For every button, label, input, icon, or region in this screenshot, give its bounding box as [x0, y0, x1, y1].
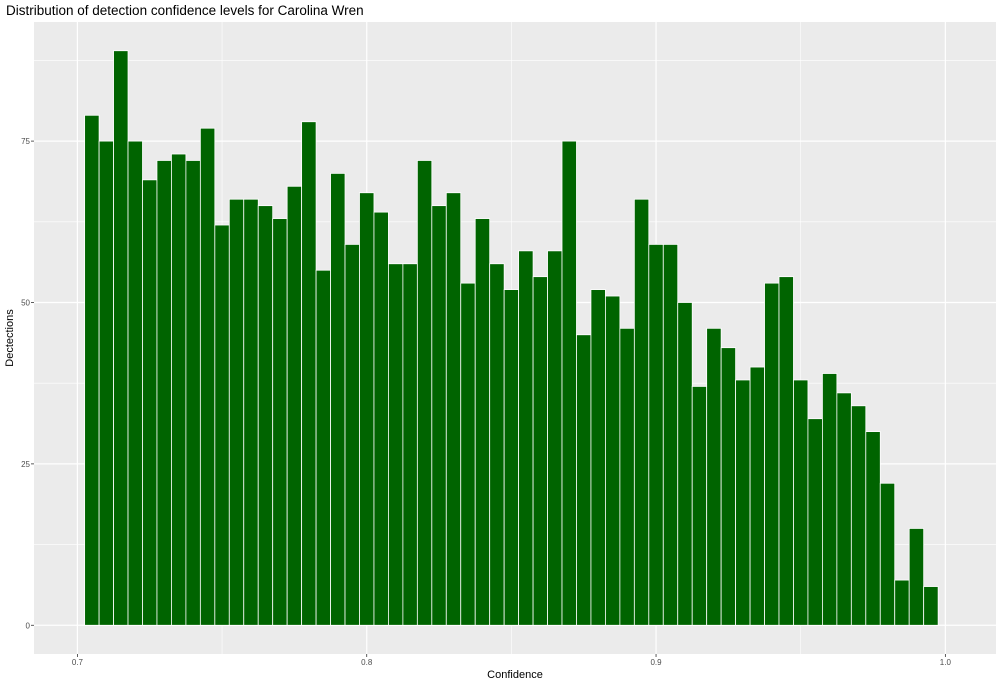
- histogram-bar: [764, 282, 780, 626]
- histogram-bar: [474, 218, 491, 626]
- histogram-bar: [373, 211, 389, 626]
- histogram-bar: [257, 205, 274, 626]
- histogram-bar: [706, 327, 722, 626]
- histogram-bar: [214, 224, 230, 626]
- histogram-bar: [98, 140, 114, 626]
- x-tick-label: 1.0: [940, 658, 952, 667]
- x-tick-label: 0.9: [650, 658, 662, 667]
- histogram-bar: [735, 379, 751, 626]
- histogram-bar: [850, 405, 867, 626]
- histogram-bar: [749, 366, 765, 626]
- histogram-bar: [113, 50, 129, 626]
- histogram-bar: [778, 276, 794, 626]
- histogram-bar: [402, 263, 418, 626]
- histogram-bar: [677, 302, 693, 626]
- histogram-bar: [127, 140, 143, 626]
- histogram-bar: [793, 379, 809, 626]
- histogram-bar: [923, 586, 939, 626]
- histogram-bar: [315, 269, 331, 626]
- histogram-bar: [185, 160, 201, 626]
- histogram-bar: [836, 392, 852, 626]
- histogram-bar: [532, 276, 548, 626]
- histogram-bar: [416, 160, 433, 626]
- histogram-bar: [662, 243, 679, 626]
- histogram-bar: [576, 334, 592, 626]
- histogram-bar: [619, 327, 635, 626]
- histogram-bar: [648, 243, 664, 626]
- histogram-bar: [84, 114, 100, 626]
- histogram-bar: [359, 192, 375, 626]
- histogram-bar: [431, 205, 447, 626]
- histogram-bar: [243, 198, 259, 626]
- histogram-bar: [489, 263, 505, 626]
- histogram-bar: [691, 386, 708, 626]
- x-tick-label: 0.7: [72, 658, 84, 667]
- histogram-bar: [156, 160, 172, 626]
- axis-ticks: 0.7 0.8 0.9 1.0 0 25 50 75: [21, 137, 951, 667]
- y-tick-label: 25: [21, 460, 30, 469]
- histogram-bar: [228, 198, 245, 626]
- histogram-bar: [807, 418, 823, 626]
- histogram-bar: [879, 482, 896, 626]
- histogram-bar: [142, 179, 158, 626]
- histogram-bar: [865, 431, 881, 626]
- y-tick-label: 0: [26, 621, 31, 630]
- histogram-bar: [547, 250, 563, 626]
- histogram-bar: [590, 289, 606, 626]
- histogram-bar: [561, 140, 577, 626]
- histogram-bar: [286, 185, 303, 626]
- y-tick-label: 75: [21, 137, 30, 146]
- histogram-bar: [822, 373, 838, 626]
- histogram-bar: [344, 243, 360, 626]
- histogram-bar: [633, 198, 650, 626]
- histogram-bar: [199, 127, 216, 626]
- histogram-bar: [445, 192, 462, 626]
- histogram-bar: [272, 218, 288, 626]
- histogram-bar: [388, 263, 404, 626]
- y-axis-title: Dectections: [4, 309, 16, 367]
- histogram-bar: [330, 172, 346, 626]
- histogram-bar: [503, 289, 520, 626]
- histogram-bars: [84, 50, 939, 626]
- histogram-bar: [301, 121, 317, 626]
- x-axis-title: Confidence: [487, 669, 543, 681]
- histogram-bar: [171, 153, 187, 626]
- histogram-bar: [518, 250, 534, 626]
- chart-title: Distribution of detection confidence lev…: [6, 3, 364, 18]
- histogram-bar: [894, 579, 910, 626]
- histogram-bar: [908, 528, 925, 626]
- x-tick-label: 0.8: [361, 658, 373, 667]
- histogram-bar: [460, 282, 476, 626]
- histogram-bar: [605, 295, 621, 626]
- y-tick-label: 50: [21, 298, 30, 307]
- histogram-bar: [720, 347, 737, 626]
